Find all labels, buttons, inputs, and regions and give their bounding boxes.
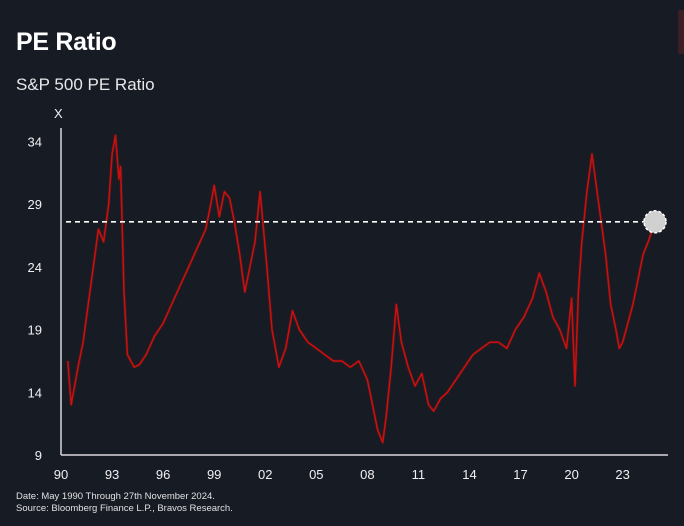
date-range-note: Date: May 1990 Through 27th November 202…: [16, 491, 215, 502]
pe-ratio-series-glow: [66, 133, 657, 445]
y-tick-label: 9: [35, 448, 42, 463]
y-axis-unit-label: X: [54, 106, 63, 121]
y-tick-label: 29: [28, 197, 42, 212]
x-tick-label: 23: [615, 467, 629, 482]
y-tick-label: 24: [28, 260, 42, 275]
current-value-marker: [643, 210, 667, 234]
chart-footer: Date: May 1990 Through 27th November 202…: [16, 491, 233, 515]
x-axis-ticks: 90 93 96 99 02 05 08 11 14 17 20 23: [54, 467, 630, 482]
y-axis-ticks: 9 14 19 24 29 34: [28, 135, 42, 463]
x-tick-label: 14: [462, 467, 476, 482]
x-tick-label: 08: [360, 467, 374, 482]
source-note: Source: Bloomberg Finance L.P., Bravos R…: [16, 503, 233, 514]
y-tick-label: 19: [28, 323, 42, 338]
x-tick-label: 02: [258, 467, 272, 482]
pe-ratio-series-line: [67, 134, 656, 444]
x-tick-label: 93: [105, 467, 119, 482]
y-tick-label: 34: [28, 135, 42, 150]
chart-title: PE Ratio: [16, 28, 117, 56]
x-tick-label: 20: [564, 467, 578, 482]
x-tick-label: 11: [412, 467, 426, 482]
x-tick-label: 90: [54, 467, 68, 482]
x-tick-label: 05: [309, 467, 323, 482]
chart-subtitle: S&P 500 PE Ratio: [16, 75, 155, 94]
y-tick-label: 14: [28, 385, 42, 400]
x-tick-label: 17: [513, 467, 527, 482]
x-tick-label: 99: [207, 467, 221, 482]
x-tick-label: 96: [156, 467, 170, 482]
corner-logo-fragment: [678, 10, 684, 54]
